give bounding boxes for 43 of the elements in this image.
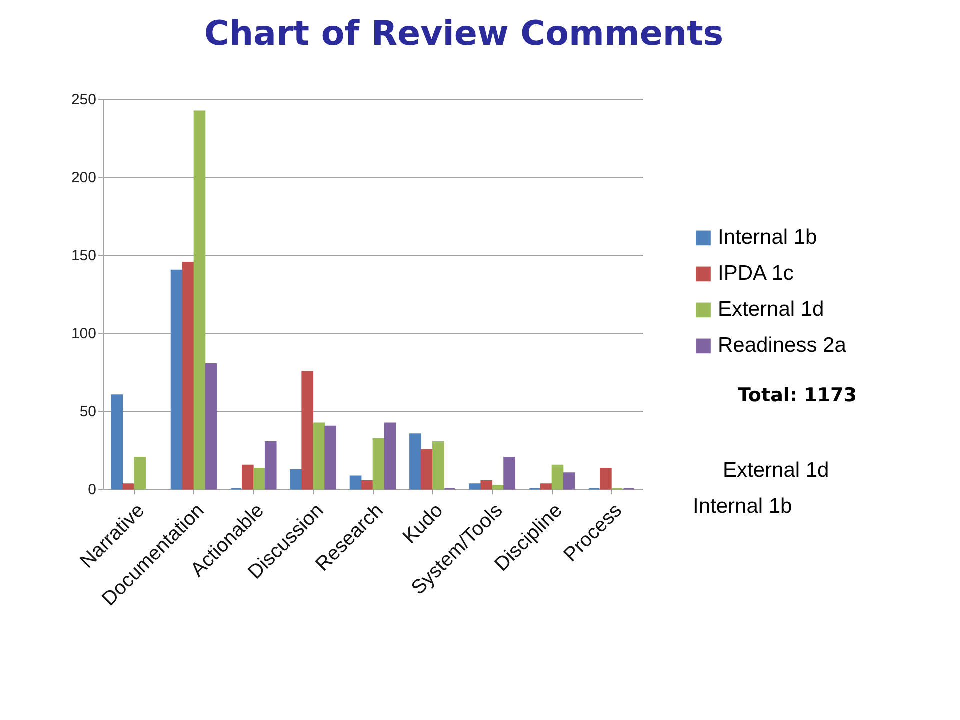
bar xyxy=(384,422,396,490)
bar xyxy=(134,457,146,490)
chart-title: Chart of Review Comments xyxy=(204,14,724,54)
bar xyxy=(170,270,183,490)
bar xyxy=(361,480,374,490)
bar xyxy=(242,464,254,490)
bar xyxy=(372,438,385,490)
bar xyxy=(432,441,444,490)
text: Internal 1b xyxy=(693,495,792,518)
legend-label: Internal 1b xyxy=(718,226,818,250)
bar xyxy=(421,449,433,490)
y-tick-label: 100 xyxy=(71,326,96,342)
y-tick-label: 150 xyxy=(71,248,96,264)
legend-label: IPDA 1c xyxy=(718,262,794,286)
bar xyxy=(302,371,314,490)
bar xyxy=(253,468,266,490)
bar xyxy=(540,484,552,490)
y-tick-label: 200 xyxy=(71,170,96,186)
bar xyxy=(504,457,516,490)
bar xyxy=(290,470,302,490)
bar xyxy=(350,476,362,490)
bar xyxy=(480,480,493,490)
bar xyxy=(469,484,482,490)
text: External 1d xyxy=(723,459,830,482)
bar xyxy=(182,262,194,490)
bar xyxy=(324,426,336,490)
bar xyxy=(313,422,325,490)
legend-label: External 1d xyxy=(718,298,824,322)
bar xyxy=(600,468,612,490)
bar xyxy=(264,441,277,490)
legend-label: Readiness 2a xyxy=(718,334,847,358)
y-tick-label: 250 xyxy=(71,92,96,108)
bar xyxy=(111,394,124,490)
bar xyxy=(492,485,504,490)
bar xyxy=(205,363,218,490)
bar xyxy=(563,472,576,490)
bar xyxy=(552,464,564,490)
y-tick-label: 0 xyxy=(88,482,96,498)
text: Total: 1173 xyxy=(738,384,858,407)
y-tick-label: 50 xyxy=(80,404,96,420)
bar xyxy=(194,110,206,490)
bar xyxy=(122,484,134,490)
bar xyxy=(410,434,422,490)
